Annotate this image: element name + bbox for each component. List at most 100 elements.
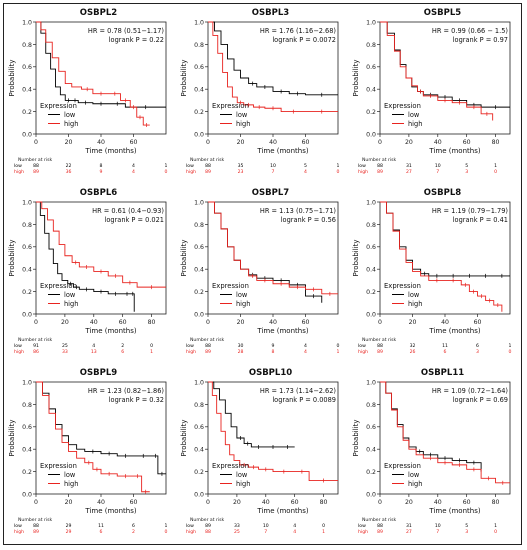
plot-area: [35, 381, 167, 495]
risk-count-low: 88: [205, 343, 211, 349]
risk-table-header: Number at risk: [18, 157, 53, 163]
survival-curve-high: [36, 201, 166, 288]
y-tick-label: 0.2: [22, 469, 32, 476]
risk-row-label-high: high: [358, 349, 368, 355]
y-tick-label: 1.0: [366, 19, 376, 26]
legend-label-low: low: [236, 291, 248, 299]
risk-count-high: 27: [406, 529, 412, 535]
risk-count-high: 4: [293, 529, 296, 535]
risk-count-low: 1: [509, 343, 512, 349]
y-tick-label: 0.0: [366, 131, 376, 138]
risk-count-high: 0: [165, 529, 168, 535]
logrank-p-text: logrank P = 0.97: [453, 36, 508, 44]
risk-count-low: 29: [66, 523, 72, 529]
risk-count-high: 0: [494, 169, 497, 175]
panel-title: OSBPL6: [80, 188, 117, 198]
risk-row-label-high: high: [358, 169, 368, 175]
survival-curve-low: [208, 21, 338, 96]
risk-count-low: 88: [377, 163, 383, 169]
risk-count-high: 89: [33, 169, 39, 175]
x-axis-label: Time (months): [84, 147, 136, 155]
risk-row-label-low: low: [186, 163, 194, 169]
y-tick-label: 0.2: [366, 289, 376, 296]
risk-count-high: 26: [410, 349, 416, 355]
y-tick-label: 0.4: [366, 87, 376, 94]
y-axis-label: Probability: [352, 239, 360, 276]
risk-count-low: 11: [442, 343, 448, 349]
risk-count-low: 88: [377, 523, 383, 529]
risk-row-label-high: high: [186, 169, 196, 175]
plot-area: [379, 21, 511, 135]
risk-count-low: 9: [272, 343, 275, 349]
survival-curve-high: [36, 381, 150, 493]
x-tick-label: 0: [206, 319, 210, 326]
risk-count-low: 88: [205, 163, 211, 169]
x-tick-label: 40: [434, 499, 442, 506]
panel-title: OSBPL9: [80, 368, 117, 378]
y-tick-label: 0.4: [22, 267, 32, 274]
y-tick-label: 0.8: [194, 402, 204, 409]
y-tick-label: 0.2: [366, 109, 376, 116]
risk-count-low: 5: [304, 163, 307, 169]
risk-count-high: 29: [66, 529, 72, 535]
x-tick-label: 20: [61, 319, 69, 326]
risk-count-high: 7: [272, 169, 275, 175]
hazard-ratio-text: HR = 1.73 (1.14−2.62): [260, 387, 336, 395]
x-tick-label: 0: [206, 139, 210, 146]
x-tick-label: 60: [130, 139, 138, 146]
x-tick-label: 20: [237, 319, 245, 326]
y-tick-label: 0.6: [366, 244, 376, 251]
risk-count-high: 3: [465, 169, 468, 175]
y-tick-label: 0.6: [366, 424, 376, 431]
x-tick-label: 0: [378, 139, 382, 146]
risk-row-label-low: low: [358, 163, 366, 169]
x-axis-label: Time (months): [256, 507, 308, 515]
x-tick-label: 20: [405, 139, 413, 146]
risk-count-high: 0: [337, 169, 340, 175]
risk-table-header: Number at risk: [190, 157, 225, 163]
risk-count-low: 35: [238, 163, 244, 169]
plot-area: [207, 381, 339, 495]
risk-count-high: 86: [33, 349, 39, 355]
legend-label-high: high: [64, 300, 78, 308]
risk-row-label-low: low: [14, 523, 22, 529]
x-tick-label: 40: [441, 319, 449, 326]
risk-count-high: 4: [132, 169, 135, 175]
legend-label-low: low: [236, 471, 248, 479]
panel-title: OSBPL3: [252, 8, 289, 18]
y-axis-label: Probability: [8, 59, 16, 96]
y-axis-label: Probability: [180, 419, 188, 456]
risk-count-high: 4: [304, 349, 307, 355]
risk-count-low: 10: [435, 523, 441, 529]
x-tick-label: 20: [237, 139, 245, 146]
x-tick-label: 0: [378, 499, 382, 506]
panel-title: OSBPL2: [80, 8, 117, 18]
logrank-p-text: logrank P = 0.22: [109, 36, 164, 44]
risk-count-low: 4: [293, 523, 296, 529]
y-tick-label: 0.2: [194, 109, 204, 116]
risk-count-low: 91: [33, 343, 39, 349]
legend-title: Expression: [40, 282, 77, 290]
risk-count-high: 89: [377, 349, 383, 355]
logrank-p-text: logrank P = 0.0072: [272, 36, 336, 44]
y-tick-label: 0.2: [22, 289, 32, 296]
risk-count-high: 7: [264, 529, 267, 535]
y-axis-label: Probability: [352, 419, 360, 456]
panel-title: OSBPL8: [424, 188, 461, 198]
y-tick-label: 0.4: [22, 87, 32, 94]
risk-row-label-high: high: [186, 529, 196, 535]
legend-title: Expression: [212, 282, 249, 290]
y-tick-label: 0.8: [22, 402, 32, 409]
y-tick-label: 0.8: [22, 222, 32, 229]
risk-count-low: 1: [165, 523, 168, 529]
risk-count-high: 89: [377, 169, 383, 175]
risk-count-low: 10: [270, 163, 276, 169]
legend-title: Expression: [212, 462, 249, 470]
risk-count-high: 0: [509, 349, 512, 355]
y-tick-label: 1.0: [194, 379, 204, 386]
y-axis-label: Probability: [180, 59, 188, 96]
risk-row-label-low: low: [14, 163, 22, 169]
